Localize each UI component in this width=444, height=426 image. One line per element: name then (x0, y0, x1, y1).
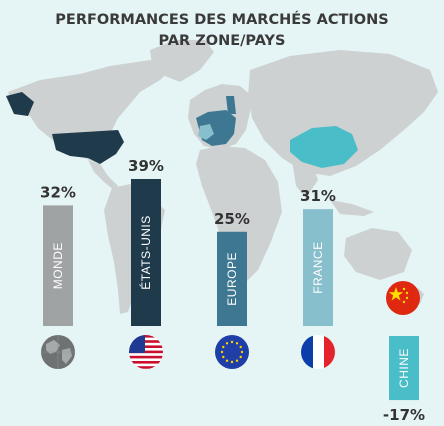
icons-layer (41, 281, 420, 369)
france-highlight (198, 124, 214, 140)
category-label-etats-unis: ÉTATS-UNIS (138, 215, 153, 290)
eu-flag-icon (215, 335, 249, 369)
value-label-monde: 32% (40, 183, 76, 201)
value-label-france: 31% (300, 187, 336, 205)
bar-monde (43, 205, 73, 326)
category-label-chine: CHINE (397, 348, 411, 388)
alaska-highlight (6, 92, 34, 116)
value-label-etats-unis: 39% (128, 157, 164, 175)
category-label-monde: MONDE (51, 242, 65, 289)
bar-etats-unis (131, 179, 161, 326)
france-flag-icon (301, 335, 335, 369)
chart-title: PERFORMANCES DES MARCHÉS ACTIONS PAR ZON… (0, 10, 444, 52)
bar-europe (217, 231, 247, 326)
bars-layer: 32% MONDE 39% ÉTATS-UNIS 25% EUROPE 31% FRANCE -… (40, 157, 425, 424)
globe-icon (41, 335, 75, 369)
category-label-europe: EUROPE (225, 252, 239, 306)
map-highlights (6, 92, 358, 168)
scandinavia-highlight (226, 96, 236, 114)
category-label-france: FRANCE (311, 241, 325, 293)
bar-france (303, 209, 333, 326)
bar-chine (389, 336, 419, 401)
china-flag-icon (386, 281, 420, 315)
chart-title-line1: PERFORMANCES DES MARCHÉS ACTIONS (55, 12, 389, 28)
usa-highlight (52, 130, 124, 164)
chart-title-line2: PAR ZONE/PAYS (158, 33, 286, 49)
value-label-chine: -17% (383, 406, 425, 424)
china-highlight (290, 126, 358, 168)
value-label-europe: 25% (214, 210, 250, 228)
us-flag-icon (129, 335, 163, 369)
